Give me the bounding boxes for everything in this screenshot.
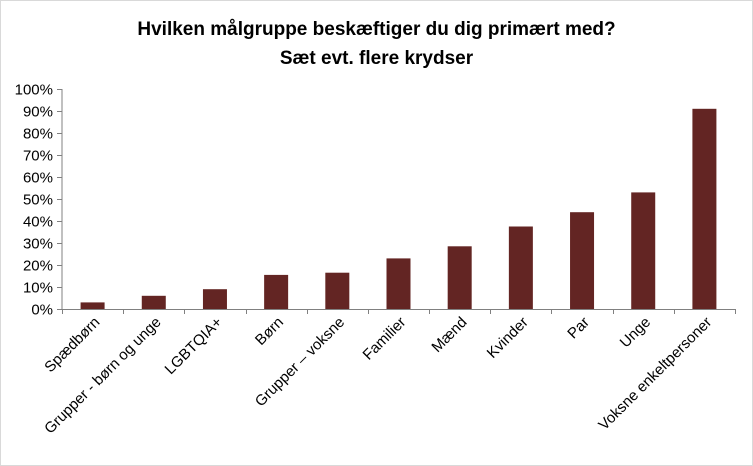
x-tick-label: Børn: [252, 314, 287, 349]
x-tick-label: Unge: [617, 314, 654, 351]
y-tick-label: 60%: [23, 170, 53, 187]
chart-title: Hvilken målgruppe beskæftiger du dig pri…: [137, 19, 616, 40]
y-tick-label: 50%: [23, 192, 53, 209]
y-tick-label: 70%: [23, 148, 53, 165]
y-tick-label: 10%: [23, 280, 53, 297]
bar: [325, 272, 350, 309]
y-tick-label: 0%: [31, 302, 53, 319]
x-tick-label: Kvinder: [484, 314, 532, 362]
bar: [202, 289, 227, 309]
bar: [386, 258, 411, 309]
x-tick-label: Grupper - børn og unge: [41, 314, 164, 437]
y-tick-label: 80%: [23, 126, 53, 143]
x-tick-label: Familier: [360, 314, 410, 364]
bar: [692, 108, 717, 309]
bar: [631, 192, 656, 309]
bar: [447, 246, 472, 309]
x-tick-label: Mænd: [428, 314, 470, 356]
x-tick-label: Voksne enkeltpersoner: [595, 314, 715, 434]
x-tick-label: Spædbørn: [41, 314, 103, 376]
y-tick-label: 100%: [15, 82, 53, 99]
y-tick-label: 90%: [23, 104, 53, 121]
y-tick-label: 30%: [23, 236, 53, 253]
chart-title-block: Hvilken målgruppe beskæftiger du dig pri…: [1, 15, 752, 73]
x-tick-label: LGBTQIA+: [162, 314, 226, 378]
chart-subtitle: Sæt evt. flere krydser: [279, 48, 474, 69]
bar: [264, 274, 289, 309]
bar: [141, 295, 166, 309]
bar: [570, 212, 595, 309]
bar: [508, 226, 533, 309]
y-tick-label: 20%: [23, 258, 53, 275]
x-tick-label: Par: [564, 314, 593, 343]
bar: [80, 302, 105, 309]
y-tick-label: 40%: [23, 214, 53, 231]
